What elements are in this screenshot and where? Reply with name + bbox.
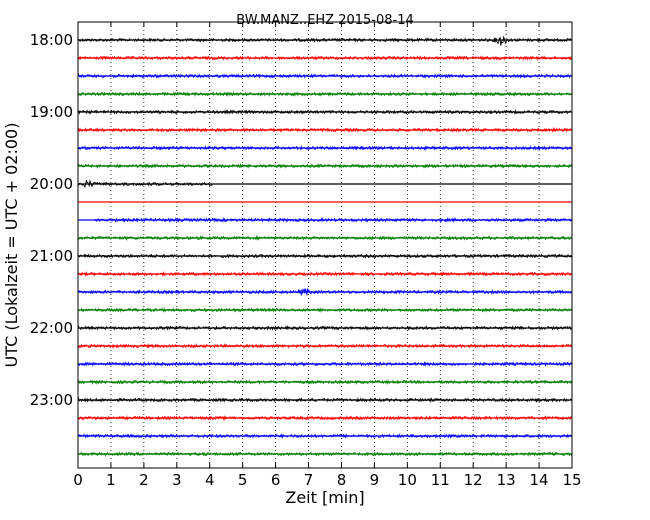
trace-waveform [77, 288, 572, 297]
trace-2100 [77, 252, 572, 259]
x-tick-label: 4 [205, 471, 215, 489]
trace-2300 [77, 397, 572, 404]
x-tick-label: 9 [370, 471, 380, 489]
trace-waveform [77, 270, 572, 278]
trace-waveform [77, 144, 572, 152]
trace-1845 [77, 91, 572, 98]
x-tick-label: 7 [304, 471, 314, 489]
trace-1900 [77, 109, 572, 115]
trace-waveform [77, 343, 572, 349]
trace-waveform [77, 127, 572, 133]
y-tick-label: 22:00 [30, 319, 73, 337]
trace-waveform [77, 397, 572, 404]
trace-waveform [77, 252, 572, 259]
x-tick-label: 14 [530, 471, 549, 489]
trace-1800 [77, 35, 572, 46]
trace-2145 [77, 306, 572, 314]
x-tick-label: 15 [562, 471, 581, 489]
trace-1945 [77, 162, 572, 170]
plot-frame [77, 21, 573, 469]
trace-1930 [77, 144, 572, 152]
x-tick-label: 12 [464, 471, 483, 489]
trace-1815 [77, 55, 572, 61]
trace-2345 [77, 451, 572, 457]
y-tick-label: 20:00 [30, 175, 73, 193]
x-tick-label: 8 [337, 471, 347, 489]
seismic-traces [77, 35, 572, 457]
trace-2200 [77, 324, 572, 331]
trace-2245 [77, 379, 572, 385]
trace-waveform [77, 414, 572, 422]
trace-waveform [77, 379, 572, 385]
trace-waveform [77, 179, 213, 188]
trace-waveform [77, 433, 572, 439]
y-tick-label: 18:00 [30, 31, 73, 49]
trace-waveform [77, 306, 572, 314]
trace-waveform [77, 234, 572, 242]
x-tick-label: 5 [238, 471, 248, 489]
trace-waveform [77, 162, 572, 170]
trace-2115 [77, 270, 572, 278]
x-tick-label: 3 [172, 471, 182, 489]
trace-1915 [77, 127, 572, 133]
trace-waveform [94, 217, 572, 223]
trace-2315 [77, 414, 572, 422]
x-axis-label: Zeit [min] [285, 488, 364, 507]
trace-2215 [77, 343, 572, 349]
x-tick-label: 0 [73, 471, 83, 489]
trace-2030 [78, 217, 572, 223]
x-axis-ticks: 0 1 2 3 4 5 6 7 8 9 10 11 12 13 14 15 [73, 22, 582, 489]
trace-waveform [77, 109, 572, 115]
trace-waveform [77, 35, 572, 46]
y-tick-label: 23:00 [30, 391, 73, 409]
trace-waveform [77, 55, 572, 61]
trace-waveform [77, 451, 572, 457]
trace-2230 [77, 360, 572, 368]
x-tick-label: 11 [431, 471, 450, 489]
y-axis-ticks: 18:00 19:00 20:00 21:00 22:00 23:00 [30, 31, 83, 409]
y-tick-label: 19:00 [30, 103, 73, 121]
trace-2330 [77, 433, 572, 439]
y-axis-label: UTC (Lokalzeit = UTC + 02:00) [2, 123, 21, 368]
trace-waveform [77, 360, 572, 368]
x-tick-label: 2 [139, 471, 149, 489]
trace-2045 [77, 234, 572, 242]
x-tick-label: 1 [106, 471, 116, 489]
x-tick-label: 10 [398, 471, 417, 489]
trace-waveform [77, 73, 572, 79]
trace-waveform [77, 91, 572, 98]
x-tick-label: 13 [497, 471, 516, 489]
trace-2130 [77, 288, 572, 297]
trace-waveform [77, 324, 572, 331]
trace-1830 [77, 73, 572, 79]
x-tick-label: 6 [271, 471, 281, 489]
y-tick-label: 21:00 [30, 247, 73, 265]
chart-title: BW.MANZ..EHZ 2015-08-14 [236, 13, 414, 28]
trace-2000 [77, 179, 572, 188]
